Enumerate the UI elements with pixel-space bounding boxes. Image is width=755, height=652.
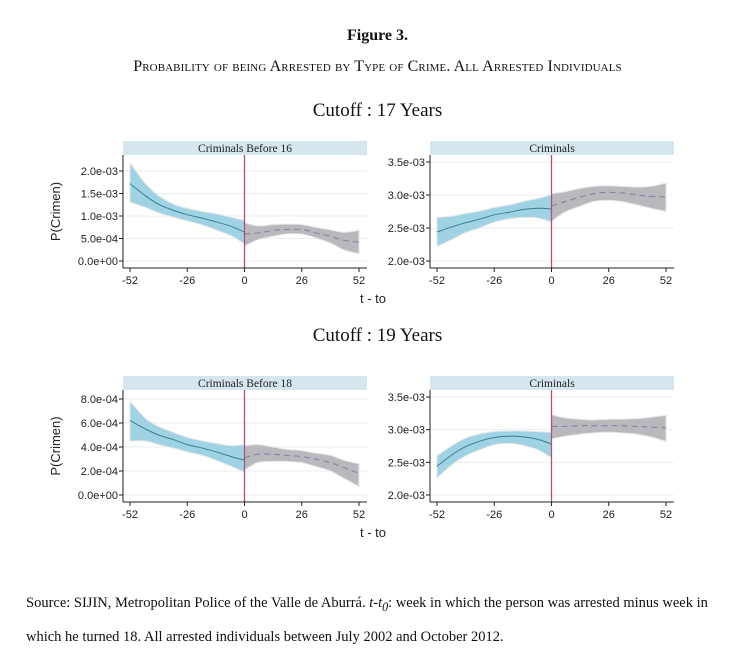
x-tick-label: 0 [548, 275, 554, 287]
figure-title: Figure 3. [346, 27, 409, 44]
x-tick-label: 26 [603, 509, 615, 521]
x-tick-label: -26 [179, 275, 195, 287]
x-tick-label: 52 [660, 509, 672, 521]
x-tick-label: -52 [122, 509, 138, 521]
confidence-band-after [551, 413, 667, 443]
y-tick-label: 8.0e-04 [81, 394, 118, 406]
x-tick-label: 0 [241, 275, 247, 287]
x-tick-label: -52 [122, 275, 138, 287]
y-axis-title: P(Crimen) [48, 182, 63, 241]
panel-strip [123, 141, 367, 155]
y-tick-label: 2.0e-03 [388, 256, 425, 268]
fitted-line-before [129, 183, 245, 233]
y-tick-label: 3.0e-03 [388, 190, 425, 202]
y-axis-title: P(Crimen) [48, 416, 63, 475]
fitted-line-before [436, 435, 552, 467]
panel-title: Criminals [529, 378, 575, 390]
confidence-band-before [436, 194, 552, 248]
x-tick-label: 26 [296, 509, 308, 521]
cutoff-19-heading: Cutoff : 19 Years [312, 325, 443, 346]
confidence-band-before [129, 161, 245, 245]
y-tick-label: 0.0e+00 [78, 490, 118, 502]
y-tick-label: 5.0e-04 [81, 234, 118, 246]
confidence-band-after [244, 444, 360, 488]
y-tick-label: 2.0e-03 [388, 490, 425, 502]
y-tick-label: 0.0e+00 [78, 256, 118, 268]
chart-panel-3: Criminals Before 18 0.0e+00 2.0e-04 4.0e-04… [48, 376, 386, 540]
y-tick-label: 3.5e-03 [388, 157, 425, 169]
confidence-band-after [551, 182, 667, 223]
chart-panel-1: Criminals Before 16 0.0e+00 5.0e-04 1.0e-03… [48, 141, 367, 287]
x-tick-label: -26 [179, 509, 195, 521]
y-tick-label: 1.0e-03 [81, 211, 118, 223]
panel-strip [123, 376, 367, 390]
x-axis-title: t - to [360, 291, 386, 306]
x-tick-label: 52 [660, 275, 672, 287]
x-tick-label: 0 [241, 509, 247, 521]
x-tick-label: 52 [353, 275, 365, 287]
y-tick-label: 2.0e-03 [81, 166, 118, 178]
confidence-band-after [244, 222, 360, 255]
x-tick-label: 52 [353, 509, 365, 521]
panel-strip [430, 376, 674, 390]
x-tick-label: -52 [429, 275, 445, 287]
y-tick-label: 2.0e-04 [81, 466, 118, 478]
x-tick-label: -26 [486, 509, 502, 521]
fitted-line-before [436, 207, 552, 233]
chart-panel-4: Criminals 2.0e-03 2.5e-03 3.0e-03 3.5e-03 -52… [388, 376, 674, 521]
x-tick-label: -52 [429, 509, 445, 521]
source-note: Source: SIJIN, Metropolitan Police of th… [26, 588, 736, 652]
panel-title: Criminals Before 16 [198, 143, 292, 155]
figure-panels: Criminals Before 16 0.0e+00 5.0e-04 1.0e-03… [48, 141, 674, 540]
y-tick-label: 3.5e-03 [388, 392, 425, 404]
fitted-line-after [551, 425, 667, 429]
y-tick-label: 2.5e-03 [388, 457, 425, 469]
y-tick-label: 2.5e-03 [388, 223, 425, 235]
y-tick-label: 1.5e-03 [81, 189, 118, 201]
source-prefix: Source: SIJIN, Metropolitan Police of th… [26, 595, 370, 611]
source-suffix: : week in which the person was arrested … [26, 595, 708, 645]
x-tick-label: 26 [296, 275, 308, 287]
fitted-line-before [129, 420, 245, 461]
x-tick-label: 0 [548, 509, 554, 521]
chart-panel-2: Criminals 2.0e-03 2.5e-03 3.0e-03 3.5e-03 -52… [360, 141, 674, 306]
y-tick-label: 3.0e-03 [388, 425, 425, 437]
cutoff-17-heading: Cutoff : 17 Years [312, 100, 443, 121]
figure-subtitle: Probability of being Arrested by Type of… [133, 58, 622, 75]
x-tick-label: 26 [603, 275, 615, 287]
y-tick-label: 4.0e-04 [81, 442, 118, 454]
panel-title: Criminals Before 18 [198, 378, 292, 390]
x-axis-title: t - to [360, 525, 386, 540]
panel-strip [430, 141, 674, 155]
source-variable: t-t0 [369, 595, 389, 614]
x-tick-label: -26 [486, 275, 502, 287]
confidence-band-before [129, 400, 245, 473]
y-tick-label: 6.0e-04 [81, 418, 118, 430]
panel-title: Criminals [529, 143, 575, 155]
